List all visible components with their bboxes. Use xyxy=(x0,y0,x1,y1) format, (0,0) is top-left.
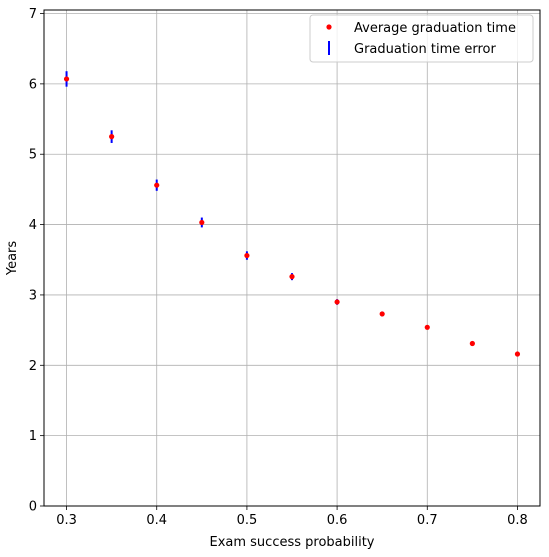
y-tick-label: 5 xyxy=(29,148,37,163)
y-tick-label: 1 xyxy=(29,429,37,444)
y-tick-label: 3 xyxy=(29,288,37,303)
plot-frame xyxy=(43,9,541,507)
x-tick-label: 0.5 xyxy=(237,513,258,528)
y-tick-label: 7 xyxy=(29,7,37,22)
data-point xyxy=(109,134,115,140)
x-tick-label: 0.4 xyxy=(146,513,167,528)
y-axis-label: Years xyxy=(5,241,20,277)
x-axis-label: Exam success probability xyxy=(209,535,374,550)
y-tick-label: 0 xyxy=(29,500,37,515)
data-point xyxy=(154,182,160,188)
data-point xyxy=(244,252,250,259)
x-tick-label: 0.3 xyxy=(56,513,77,528)
y-tick-label: 4 xyxy=(29,218,37,233)
data-point xyxy=(199,219,205,226)
data-point xyxy=(63,76,70,82)
data-point xyxy=(424,324,430,330)
y-tick-label: 2 xyxy=(29,359,37,374)
data-point xyxy=(469,340,475,347)
data-points xyxy=(63,76,521,357)
legend-marker-average xyxy=(326,24,332,30)
x-tick-label: 0.7 xyxy=(417,513,438,528)
legend-label-error: Graduation time error xyxy=(354,42,497,57)
y-axis-ticks: 0 1 2 3 4 5 6 7 xyxy=(29,7,44,515)
data-point xyxy=(379,311,385,317)
data-point xyxy=(289,274,295,280)
legend-label-average: Average graduation time xyxy=(354,21,516,36)
legend: Average graduation time Graduation time … xyxy=(309,14,534,63)
legend-box xyxy=(309,14,534,63)
y-tick-label: 6 xyxy=(29,77,37,92)
x-tick-label: 0.6 xyxy=(327,513,348,528)
x-axis-ticks: 0.3 0.4 0.5 0.6 0.7 0.8 xyxy=(56,506,528,528)
data-point xyxy=(334,299,340,305)
x-tick-label: 0.8 xyxy=(507,513,528,528)
data-point xyxy=(514,351,521,357)
